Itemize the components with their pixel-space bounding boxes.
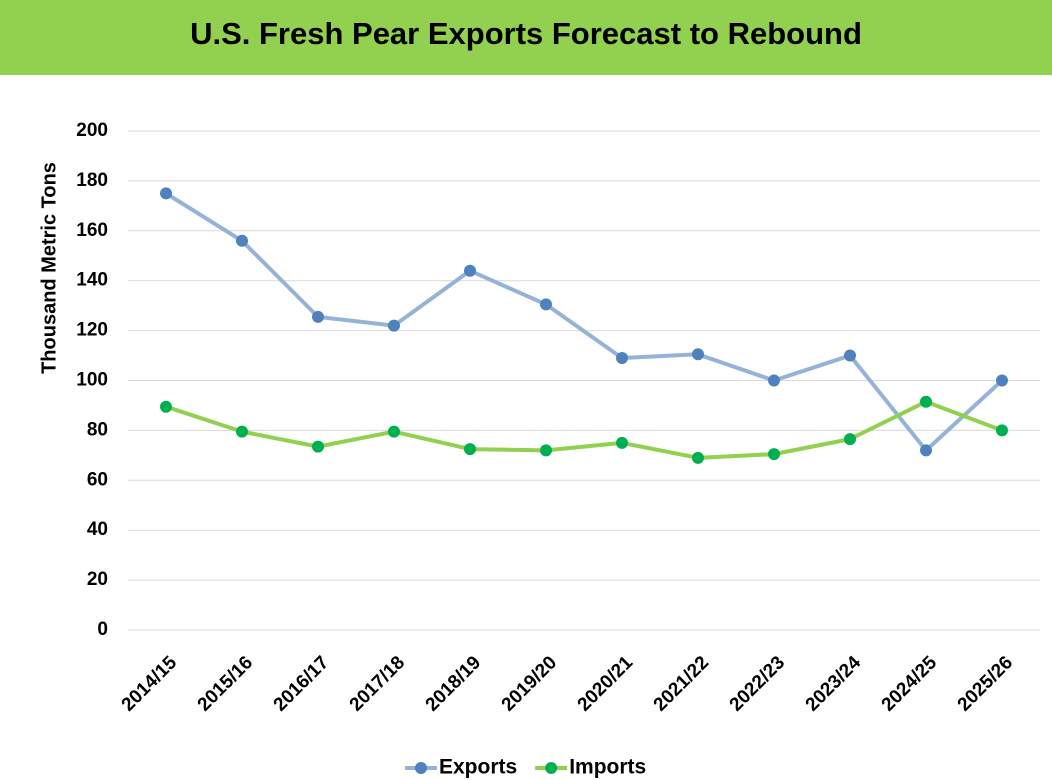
data-point [692,348,704,361]
x-tick-label: 2025/26 [954,652,1017,715]
data-point [312,440,324,453]
y-tick-label: 140 [76,270,108,291]
x-tick-label: 2024/25 [878,652,942,716]
y-tick-label: 0 [97,619,108,640]
x-tick-label: 2015/16 [194,652,257,715]
data-point [388,319,400,332]
legend-label: Imports [569,756,646,779]
data-point [844,433,856,446]
data-point [236,234,248,247]
data-point [768,448,780,461]
data-point [920,395,932,408]
data-point [464,443,476,456]
series-line [165,399,1003,460]
data-point [920,444,932,457]
x-tick-label: 2019/20 [498,652,561,715]
data-point [464,264,476,277]
legend-label: Exports [439,756,517,779]
y-tick-label: 20 [87,569,108,590]
chart-title: U.S. Fresh Pear Exports Forecast to Rebo… [190,16,862,51]
data-point [236,425,248,438]
y-tick-label: 160 [76,220,108,241]
y-tick-label: 100 [76,370,108,391]
title-banner [0,0,1052,75]
x-tick-label: 2022/23 [726,652,789,715]
data-point [768,374,780,387]
data-point [692,451,704,464]
x-tick-label: 2017/18 [346,652,409,715]
y-axis-label: Thousand Metric Tons [38,162,60,374]
data-point [160,187,172,200]
data-point [312,310,324,323]
y-tick-label: 80 [87,419,108,440]
x-tick-label: 2018/19 [422,652,485,715]
data-point [996,424,1008,437]
x-tick-label: 2014/15 [118,652,182,716]
data-point [844,349,856,362]
data-point [540,298,552,311]
data-point [540,444,552,457]
y-tick-label: 60 [87,469,108,490]
data-point [616,352,628,365]
data-point [996,374,1008,387]
data-point [388,425,400,438]
x-tick-label: 2020/21 [574,652,638,716]
legend-marker [415,762,427,774]
x-tick-label: 2021/22 [650,652,713,715]
y-tick-label: 180 [76,170,108,191]
data-point [616,436,628,449]
y-tick-label: 200 [76,120,108,141]
x-tick-label: 2023/24 [802,652,866,716]
y-tick-label: 120 [76,320,108,341]
series-line [164,191,1004,453]
data-point [160,400,172,413]
y-tick-label: 40 [87,519,108,540]
legend-marker [545,762,558,774]
x-tick-label: 2016/17 [270,652,333,715]
